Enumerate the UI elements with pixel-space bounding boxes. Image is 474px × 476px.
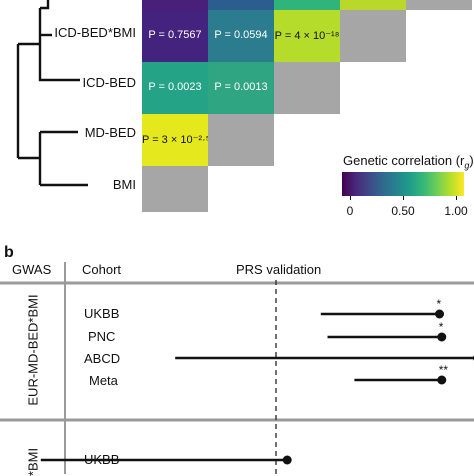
heatmap-cell — [208, 0, 274, 10]
estimate-point — [437, 375, 447, 385]
heatmap-p-value: P = 0.7567 — [148, 29, 202, 41]
heatmap-cell — [208, 114, 274, 166]
dendrogram — [16, 0, 88, 187]
heatmap-cell: P = 0.0013 — [208, 62, 274, 114]
legend-tick-mark — [456, 196, 457, 200]
estimate-point — [435, 309, 445, 319]
heatmap-cell — [340, 0, 406, 10]
heatmap-p-value: P = 0.0594 — [214, 29, 268, 41]
significance-marker: ** — [438, 363, 449, 377]
legend-colorbar — [342, 172, 464, 196]
header-gwas: GWAS — [12, 262, 52, 277]
heatmap-cell — [274, 62, 340, 114]
heatmap-p-value: P = 4 × 10⁻¹⁸ — [274, 30, 340, 42]
cohort-label-pnc: PNC — [88, 329, 116, 344]
heatmap-cell — [142, 0, 208, 10]
estimate-point — [437, 332, 447, 342]
header-prs-validation: PRS validation — [236, 262, 322, 277]
heatmap-cell — [340, 10, 406, 62]
panel-letter-b: b — [4, 244, 14, 261]
tree-label-icd-bed-bmi: ICD-BED*BMI — [54, 25, 136, 40]
cohort-label-abcd: ABCD — [84, 351, 121, 366]
heatmap-cell: P = 4 × 10⁻¹⁸ — [274, 10, 340, 62]
legend-tick-mark — [350, 196, 351, 200]
legend-tick-label: 1.00 — [444, 204, 468, 218]
estimate-point — [282, 455, 292, 465]
dendrogram-branch-top — [40, 0, 50, 10]
heatmap-p-value: P = 0.0023 — [148, 81, 202, 93]
legend-tick-label: 0.50 — [391, 204, 415, 218]
heatmap-cell — [274, 0, 340, 10]
dendrogram-join-icd — [38, 8, 80, 82]
heatmap-cell — [406, 0, 472, 10]
legend-title: Genetic correlation (rg) — [343, 153, 474, 171]
heatmap-p-value: P = 3 × 10⁻²·⁵³⁴ — [142, 134, 219, 146]
header-cohort: Cohort — [82, 262, 122, 277]
tree-label-bmi: BMI — [112, 177, 136, 192]
significance-marker: * — [436, 297, 442, 311]
heatmap-cell: P = 0.7567 — [142, 10, 208, 62]
cohort-label-meta: Meta — [89, 373, 118, 388]
heatmap-cell: P = 0.0594 — [208, 10, 274, 62]
heatmap-cell: P = 3 × 10⁻²·⁵³⁴ — [142, 114, 219, 166]
tree-label-md-bed: MD-BED — [84, 125, 136, 140]
legend-tick-mark — [403, 196, 404, 200]
heatmap-cell — [142, 166, 208, 212]
legend-tick-label: 0 — [346, 204, 354, 218]
cohort-label-ukbb: UKBB — [84, 306, 120, 321]
heatmap-p-value: P = 0.0013 — [214, 81, 268, 93]
heatmap-cell: P = 0.0023 — [142, 62, 208, 114]
significance-marker: * — [438, 320, 444, 334]
tree-label-icd-bed: ICD-BED — [82, 75, 136, 90]
